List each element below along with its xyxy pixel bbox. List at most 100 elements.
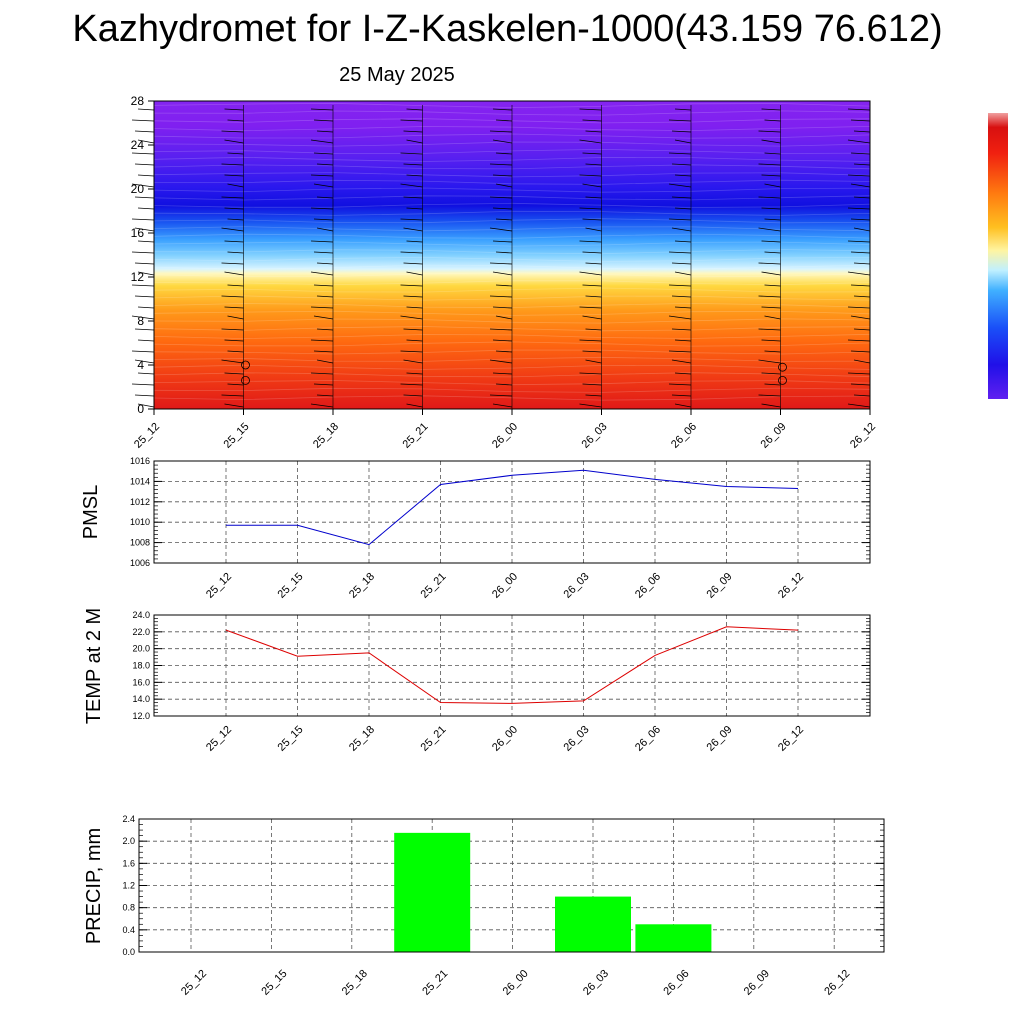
wind-barb: [850, 183, 871, 188]
pmsl-x-tick-label: 25_21: [419, 571, 449, 601]
wind-barb: [313, 183, 334, 188]
wind-barb: [761, 174, 781, 177]
wind-barb: [850, 119, 871, 122]
heatmap-y-tick-label: 20: [131, 182, 145, 196]
heatmap-x-tick-label: 26_09: [759, 421, 789, 451]
wind-barb: [310, 139, 334, 144]
wind-barb: [495, 218, 513, 221]
pmsl-y-tick-label: 1010: [130, 517, 150, 527]
wind-barb: [668, 218, 692, 221]
wind-barb: [847, 174, 871, 177]
wind-barb: [400, 152, 423, 155]
wind-barb: [403, 295, 423, 298]
wind-barb: [316, 227, 334, 232]
wind-barb: [674, 271, 692, 276]
wind-barb: [400, 218, 423, 221]
wind-barb: [227, 350, 244, 353]
wind-barb: [761, 108, 781, 111]
temp-ylabel: TEMP at 2 M: [83, 608, 105, 724]
wind-barb: [134, 394, 155, 397]
wind-barb: [579, 108, 602, 111]
wind-barb: [316, 359, 334, 364]
wind-barb: [400, 350, 423, 353]
wind-barb: [137, 306, 155, 309]
wind-barb: [221, 328, 244, 331]
wind-barb: [850, 315, 871, 320]
wind-barb: [316, 262, 334, 265]
wind-barb: [137, 174, 155, 177]
wind-barb: [579, 207, 602, 210]
wind-barb: [134, 196, 155, 199]
wind-barb: [585, 130, 602, 133]
wind-barb: [316, 295, 334, 298]
temp-panel: 12.0 14.0 16.0 18.0 20.0 22.0 24.0 25_12 25_15 25…: [83, 608, 871, 754]
wind-barb: [758, 262, 781, 265]
wind-barb: [492, 240, 513, 243]
heatmap-y-axis: 0 4 8 12 16 20 24 28: [131, 94, 154, 416]
wind-barb: [400, 251, 423, 254]
wind-barb: [227, 251, 244, 254]
pmsl-y-tick-label: 1006: [130, 558, 150, 568]
wind-barb: [495, 152, 513, 155]
precip-x-tick-label: 25_12: [179, 968, 209, 998]
wind-barb: [221, 227, 244, 232]
wind-barb: [221, 262, 244, 265]
pmsl-y-tick-label: 1008: [130, 538, 150, 548]
wind-barb: [668, 383, 692, 386]
wind-barb: [224, 207, 244, 210]
heatmap-y-tick-label: 4: [137, 358, 144, 372]
wind-barb: [134, 295, 155, 298]
temp-x-tick-label: 26_00: [490, 724, 520, 754]
temp-y-tick-label: 18.0: [132, 661, 150, 671]
wind-barb: [847, 339, 871, 342]
wind-barb: [137, 271, 155, 276]
wind-barb: [582, 350, 602, 353]
heatmap-y-tick-label: 12: [131, 270, 145, 284]
temp-grid: [154, 614, 870, 717]
wind-barb: [310, 403, 334, 408]
wind-barb: [671, 359, 692, 364]
wind-barb: [847, 306, 871, 309]
temp-y-tick-label: 24.0: [132, 610, 150, 620]
wind-barb: [313, 218, 334, 221]
wind-barb: [316, 394, 334, 397]
wind-barb: [400, 183, 423, 188]
wind-barb: [585, 295, 602, 298]
pmsl-axes: 1006 1008 1010 1012 1014 1016 25_12 25_15 25_18 2…: [130, 456, 870, 601]
wind-barb: [853, 394, 871, 397]
pmsl-y-tick-label: 1016: [130, 456, 150, 466]
wind-barb: [495, 350, 513, 353]
wind-barb: [668, 119, 692, 122]
wind-barb: [668, 284, 692, 287]
wind-barb: [850, 350, 871, 353]
wind-barb: [674, 139, 692, 144]
pmsl-x-tick-label: 25_12: [204, 571, 234, 601]
wind-barb: [668, 315, 692, 320]
wind-barb: [674, 207, 692, 210]
wind-barb: [764, 152, 781, 155]
wind-barb: [671, 196, 692, 199]
wind-barb: [847, 139, 871, 144]
heatmap-x-axis: 25_12 25_15 25_18 25_21 26_00 26_03 26_06 26_09…: [132, 409, 878, 451]
wind-barb: [674, 174, 692, 177]
wind-barb: [850, 251, 871, 254]
precip-x-tick-label: 26_06: [661, 968, 691, 998]
temp-x-tick-label: 26_09: [705, 724, 735, 754]
wind-barb: [850, 383, 871, 386]
precip-bars: [394, 832, 712, 952]
wind-barb: [489, 359, 513, 364]
wind-barb: [582, 183, 602, 188]
wind-barb: [674, 240, 692, 243]
temp-series-line: [225, 626, 799, 704]
wind-barb: [313, 315, 334, 320]
wind-barb: [131, 183, 155, 188]
wind-barb: [495, 315, 513, 320]
wind-barb: [761, 139, 781, 144]
wind-barb: [406, 372, 423, 375]
wind-barb: [495, 383, 513, 386]
wind-barb: [853, 262, 871, 265]
chart-date: 25 May 2025: [339, 64, 455, 86]
colorbar: [988, 113, 1008, 399]
wind-barb: [764, 284, 781, 287]
wind-barb: [227, 315, 244, 320]
